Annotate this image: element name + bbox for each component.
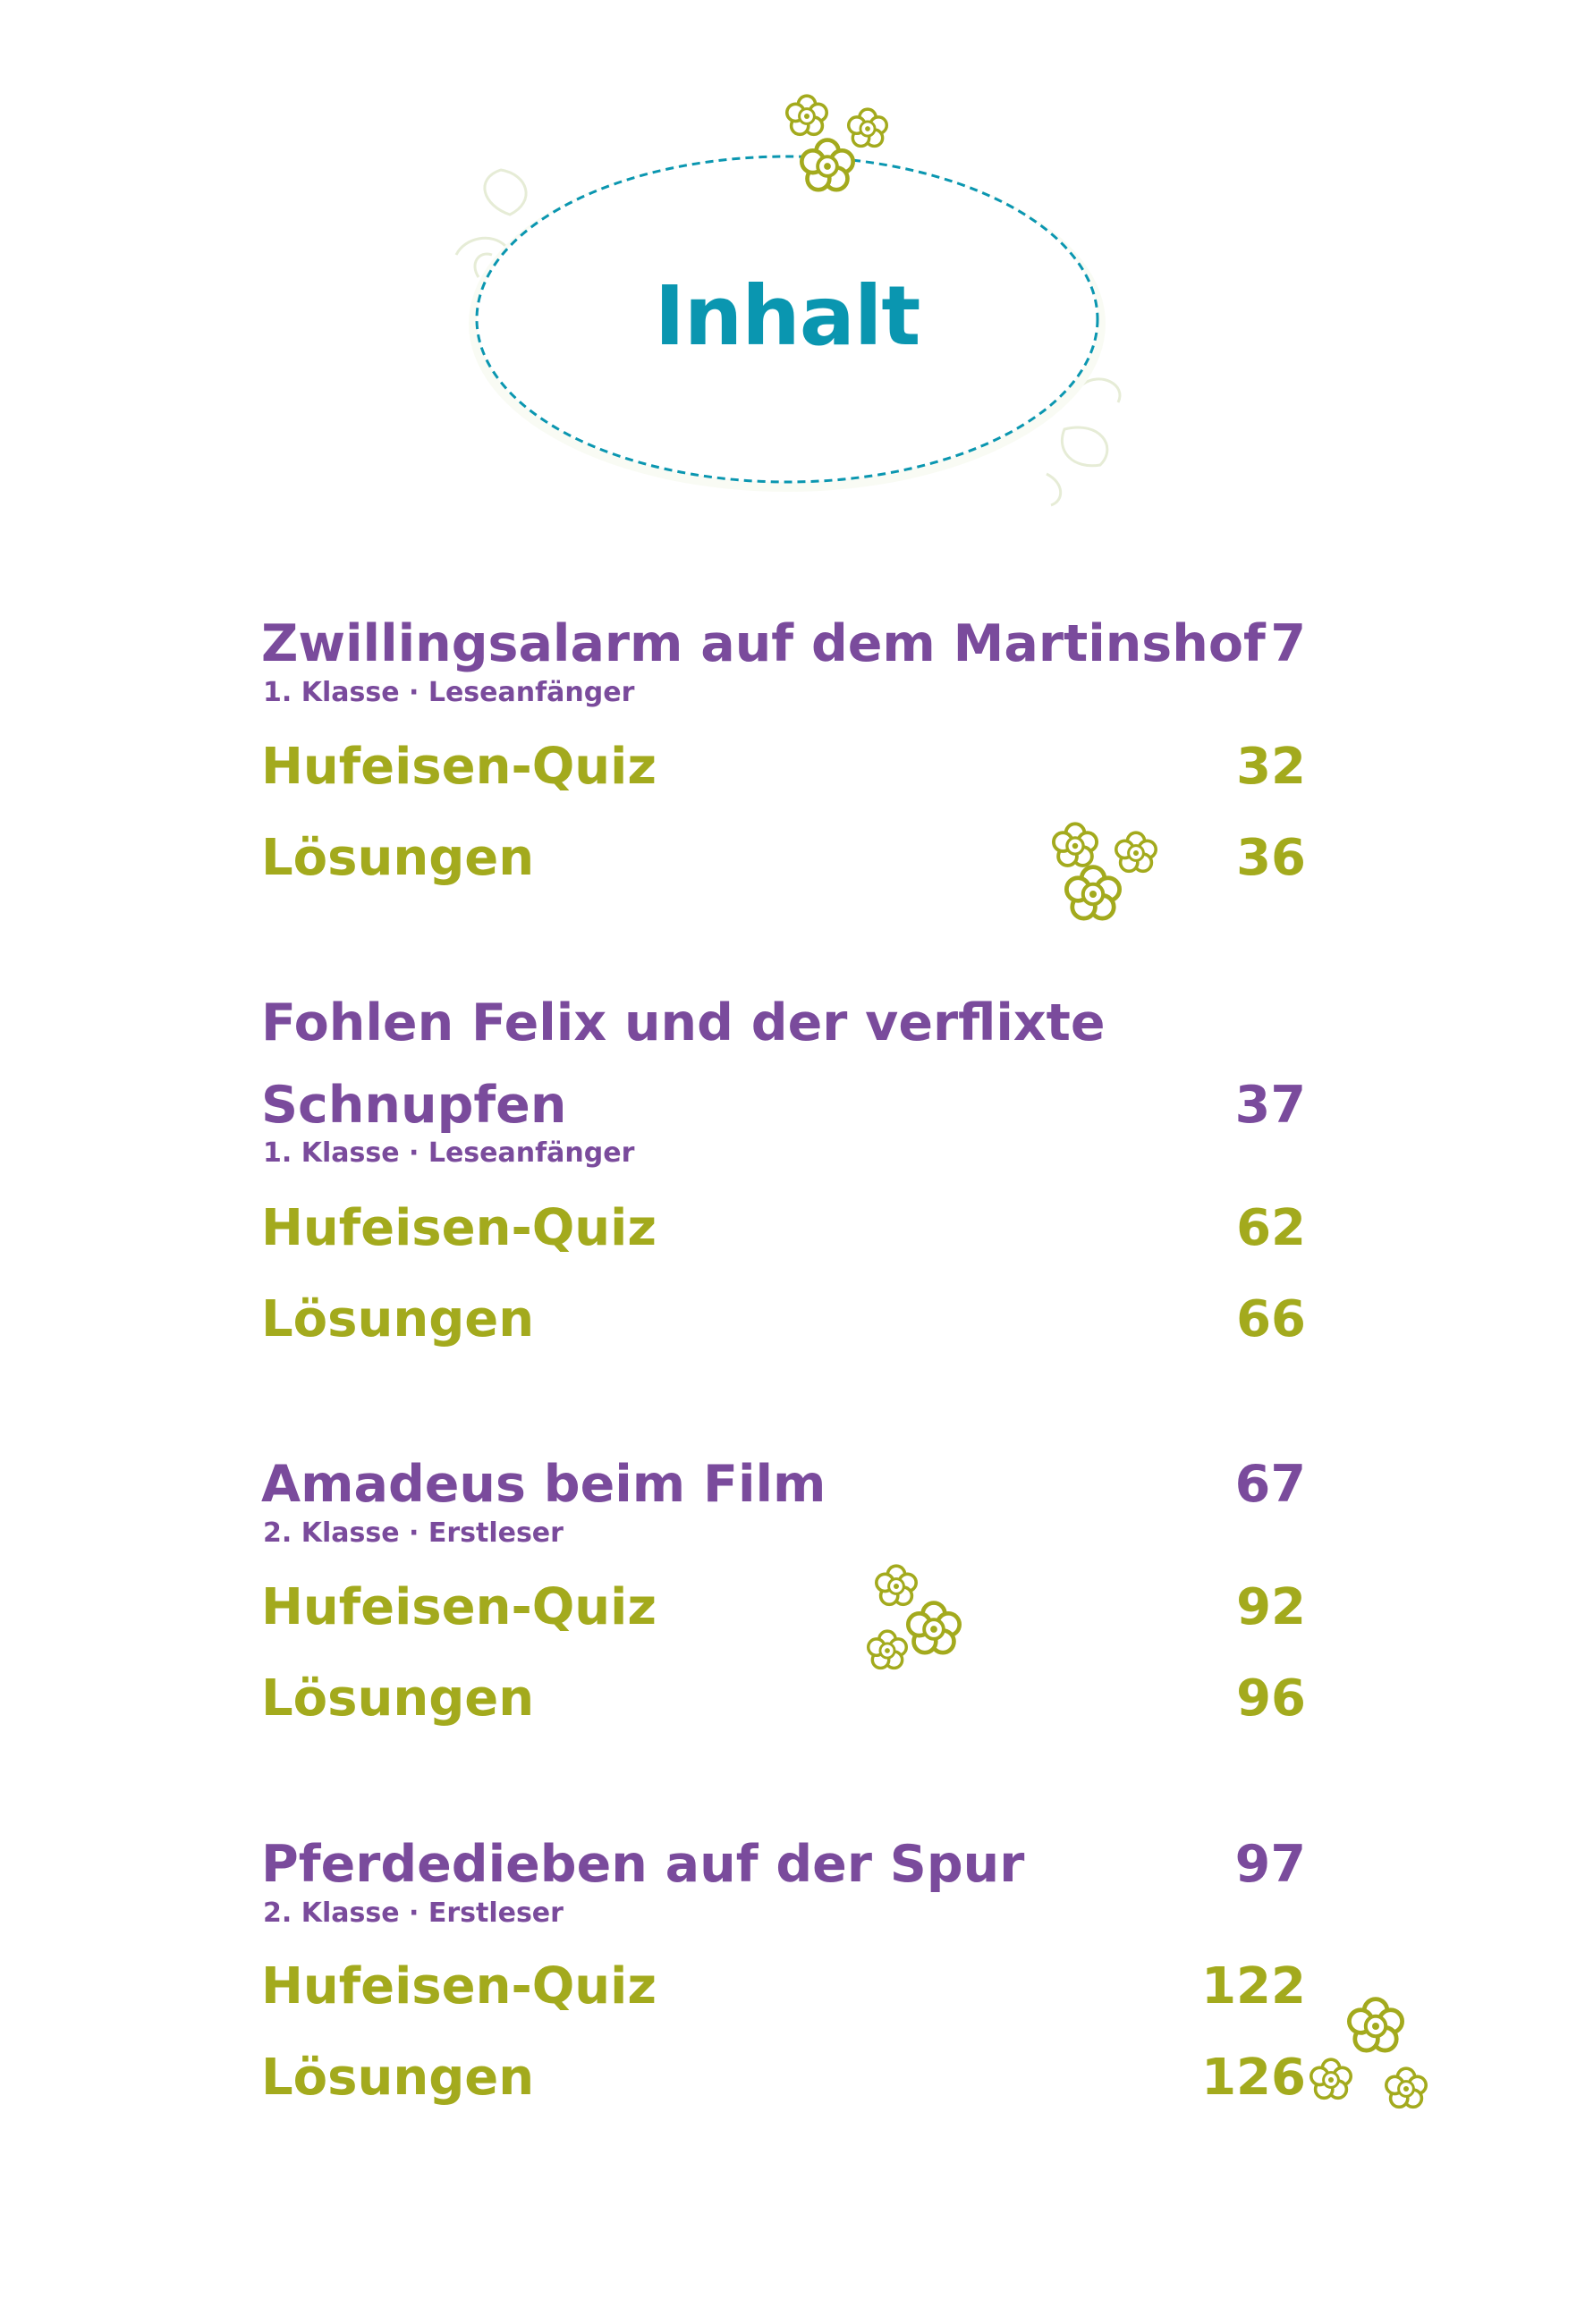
quiz-page-number: 32 bbox=[1236, 738, 1306, 796]
quiz-page-number: 62 bbox=[1236, 1199, 1306, 1257]
flower-icon bbox=[1385, 2066, 1428, 2109]
toc-solutions-entry[interactable]: Lösungen 36 bbox=[261, 823, 1306, 894]
flower-icon bbox=[784, 94, 829, 137]
toc-solutions-entry[interactable]: Lösungen 66 bbox=[261, 1284, 1306, 1356]
toc-story-entry[interactable]: Pferdedieben auf der Spur 97 bbox=[261, 1829, 1306, 1900]
toc-quiz-entry[interactable]: Hufeisen-Quiz 32 bbox=[261, 731, 1306, 803]
toc-solutions-entry[interactable]: Lösungen 96 bbox=[261, 1663, 1306, 1735]
story-title: Pferdedieben auf der Spur bbox=[261, 1835, 1025, 1894]
quiz-label: Hufeisen-Quiz bbox=[261, 1199, 657, 1257]
dashed-oval bbox=[475, 155, 1099, 484]
toc-quiz-entry[interactable]: Hufeisen-Quiz 92 bbox=[261, 1572, 1306, 1644]
solutions-page-number: 96 bbox=[1236, 1669, 1306, 1728]
grade-level: 1. Klasse · Leseanfänger bbox=[263, 1137, 635, 1169]
quiz-label: Hufeisen-Quiz bbox=[261, 1957, 657, 2016]
flower-icon bbox=[908, 1603, 959, 1653]
toc-quiz-entry[interactable]: Hufeisen-Quiz 62 bbox=[261, 1193, 1306, 1264]
toc-story-entry[interactable]: Fohlen Felix und der verflixte bbox=[261, 987, 1306, 1059]
flower-cluster bbox=[1310, 1994, 1428, 2109]
solutions-label: Lösungen bbox=[261, 1290, 535, 1348]
leaf-decoration-icon bbox=[454, 168, 1122, 507]
flower-icon bbox=[1310, 2058, 1352, 2100]
flower-icon bbox=[1115, 831, 1157, 874]
story-page-number: 7 bbox=[1270, 614, 1306, 673]
solutions-page-number: 126 bbox=[1201, 2049, 1306, 2107]
flower-icon bbox=[1066, 867, 1119, 918]
solutions-label: Lösungen bbox=[261, 1669, 535, 1728]
flower-cluster bbox=[1051, 822, 1157, 930]
grade-level: 1. Klasse · Leseanfänger bbox=[263, 677, 635, 708]
flower-icon bbox=[1349, 1999, 1402, 2050]
flower-icon bbox=[801, 140, 852, 190]
quiz-page-number: 122 bbox=[1201, 1957, 1306, 2016]
story-page-number: 67 bbox=[1234, 1455, 1306, 1514]
quiz-page-number: 92 bbox=[1236, 1578, 1306, 1636]
story-title: Fohlen Felix und der verflixte bbox=[261, 993, 1106, 1052]
grade-level: 2. Klasse · Erstleser bbox=[263, 1517, 564, 1549]
quiz-label: Hufeisen-Quiz bbox=[261, 738, 657, 796]
quiz-label: Hufeisen-Quiz bbox=[261, 1578, 657, 1636]
flower-icon bbox=[874, 1564, 918, 1607]
solutions-label: Lösungen bbox=[261, 2049, 535, 2107]
story-title-line-2: Schnupfen bbox=[261, 1076, 567, 1135]
flower-cluster bbox=[866, 1564, 984, 1670]
story-page-number: 97 bbox=[1234, 1835, 1306, 1894]
page-title: Inhalt bbox=[654, 268, 921, 364]
title-oval-frame bbox=[454, 94, 1122, 507]
story-title: Zwillingsalarm auf dem Martinshof bbox=[261, 614, 1266, 673]
toc-quiz-entry[interactable]: Hufeisen-Quiz 122 bbox=[261, 1951, 1306, 2023]
toc-story-entry[interactable]: Zwillingsalarm auf dem Martinshof 7 bbox=[261, 608, 1306, 680]
toc-story-entry-continued[interactable]: Schnupfen 37 bbox=[261, 1069, 1306, 1141]
flower-icon bbox=[846, 107, 889, 148]
solutions-page-number: 66 bbox=[1236, 1290, 1306, 1348]
grade-level: 2. Klasse · Erstleser bbox=[263, 1897, 564, 1929]
story-title: Amadeus beim Film bbox=[261, 1455, 826, 1514]
flower-icon bbox=[1051, 822, 1099, 867]
solutions-page-number: 36 bbox=[1236, 829, 1306, 887]
solutions-label: Lösungen bbox=[261, 829, 535, 887]
toc-story-entry[interactable]: Amadeus beim Film 67 bbox=[261, 1449, 1306, 1520]
story-page-number: 37 bbox=[1234, 1076, 1306, 1135]
flower-icon bbox=[866, 1629, 909, 1670]
toc-solutions-entry[interactable]: Lösungen 126 bbox=[261, 2042, 1306, 2114]
